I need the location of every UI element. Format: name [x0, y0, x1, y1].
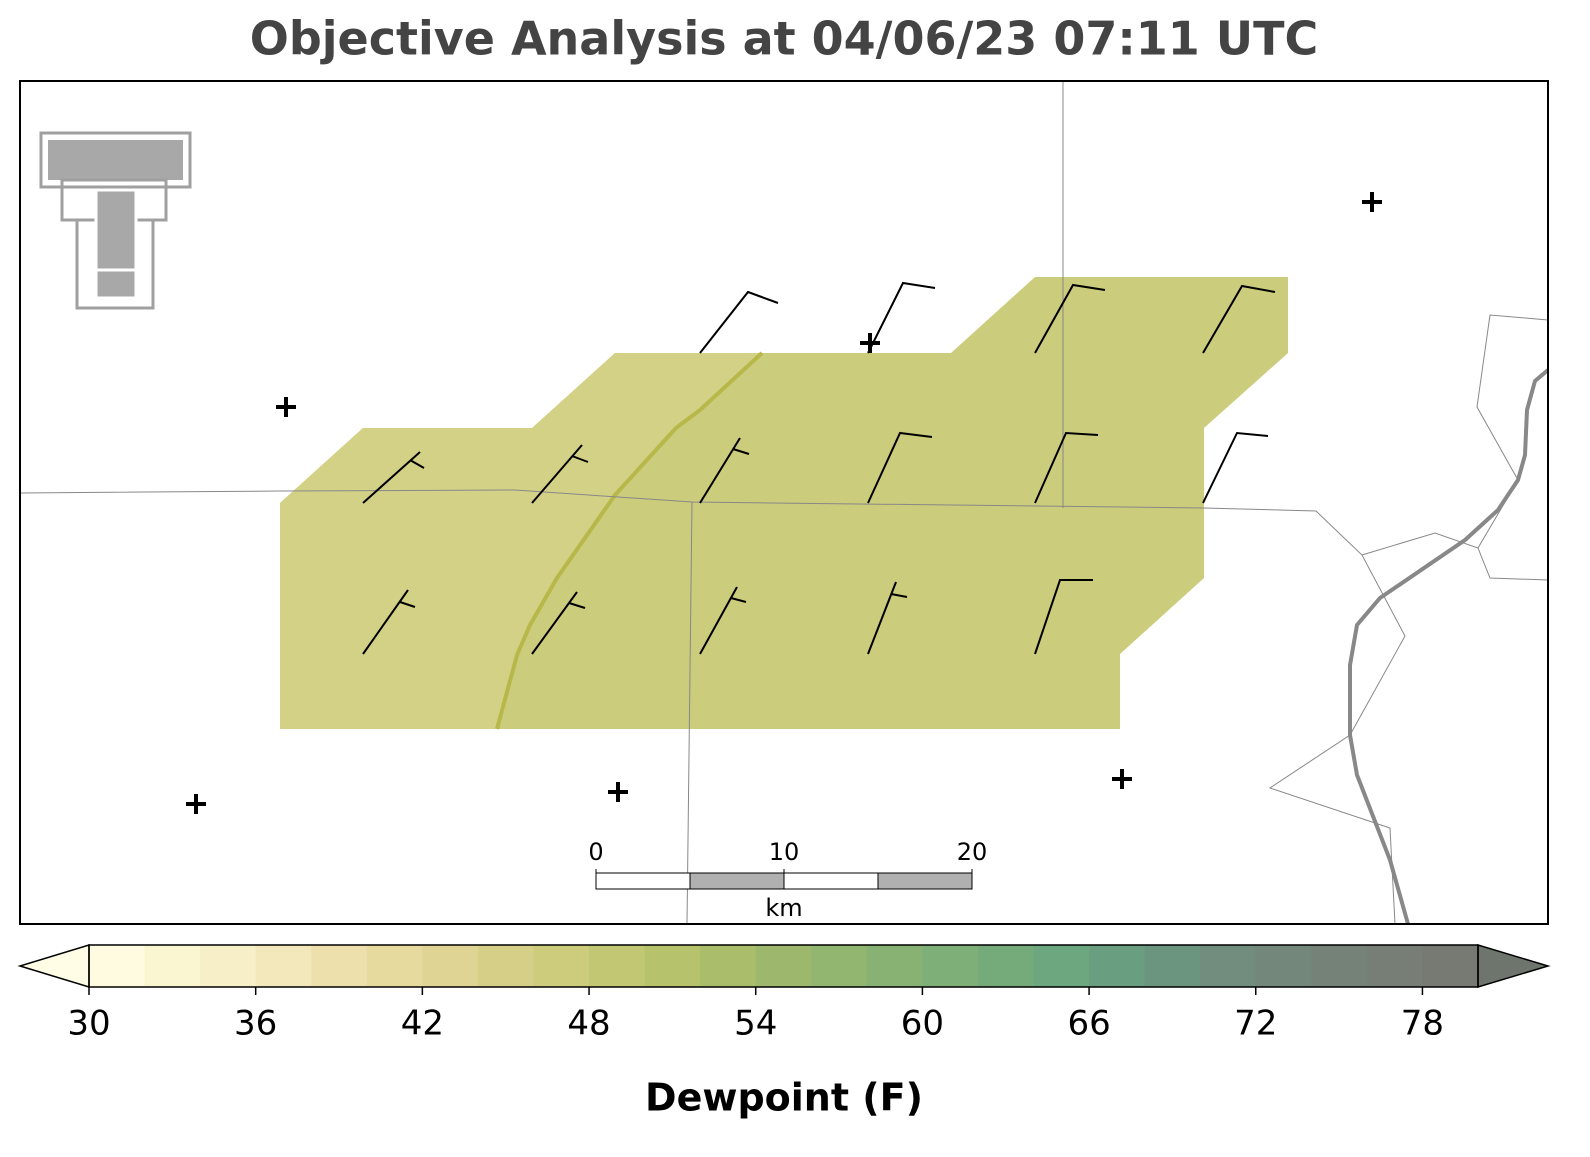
map	[19, 80, 1550, 925]
colorbar-segment	[977, 945, 1035, 987]
colorbar-tick-label: 66	[1067, 1004, 1110, 1044]
colorbar: 30 36 42 48 54 60 66 72 78	[17, 943, 1551, 1044]
scale-segment	[595, 872, 691, 890]
colorbar-segment	[1089, 945, 1146, 987]
colorbar-segment	[144, 945, 201, 987]
colorbar-segment	[1144, 945, 1201, 987]
colorbar-segment	[255, 945, 312, 987]
colorbar-tick-label: 60	[901, 1004, 944, 1044]
colorbar-extend-low	[17, 943, 90, 989]
colorbar-segment	[922, 945, 979, 987]
colorbar-frame	[88, 944, 1479, 988]
colorbar-tick-label: 48	[567, 1004, 610, 1044]
colorbar-segment	[422, 945, 479, 987]
colorbar-tick-label: 30	[67, 1004, 110, 1044]
scale-tick-label: 10	[769, 838, 800, 866]
colorbar-tick-label: 78	[1401, 1004, 1444, 1044]
colorbar-segment	[866, 945, 923, 987]
scale-segment	[783, 872, 879, 890]
colorbar-segment	[200, 945, 257, 987]
scale-unit: km	[765, 894, 802, 922]
colorbar-segment	[311, 945, 368, 987]
scale-segment	[877, 872, 973, 890]
scale-tick-label: 0	[588, 838, 603, 866]
contour	[495, 351, 764, 730]
state-line	[1348, 368, 1550, 925]
colorbar-segment	[1255, 945, 1312, 987]
colorbar-segment	[1033, 945, 1090, 987]
colorbar-segment	[1366, 945, 1423, 987]
map-frame	[19, 80, 1549, 925]
colorbar-segment	[755, 945, 812, 987]
colorbar-segment	[89, 945, 146, 987]
stations	[186, 192, 1382, 814]
title: Objective Analysis at 04/06/23 07:11 UTC	[250, 12, 1319, 66]
colorbar-segment	[700, 945, 757, 987]
colorbar-segment	[1200, 945, 1257, 987]
colorbar-segment	[1422, 945, 1479, 987]
colorbar-segment	[644, 945, 701, 987]
colorbar-segment	[589, 945, 646, 987]
boundaries	[19, 81, 1549, 925]
scale-bar: 0 10 20 km	[588, 838, 987, 922]
wind-barbs	[362, 281, 1276, 655]
colorbar-label: Dewpoint (F)	[645, 1076, 923, 1120]
colorbar-segment	[366, 945, 423, 987]
colorbar-tick-label: 36	[234, 1004, 277, 1044]
scale-segment	[689, 872, 785, 890]
colorbar-segment	[533, 945, 590, 987]
colorbar-tick-label: 54	[734, 1004, 777, 1044]
colorbar-tick-label: 72	[1234, 1004, 1277, 1044]
colorbar-segment	[477, 945, 534, 987]
logo	[39, 131, 192, 310]
colorbar-segment	[1311, 945, 1368, 987]
colorbar-segment	[811, 945, 868, 987]
scale-tick-label: 20	[957, 838, 988, 866]
colorbar-tick-label: 42	[401, 1004, 444, 1044]
colorbar-extend-high	[1477, 943, 1551, 989]
